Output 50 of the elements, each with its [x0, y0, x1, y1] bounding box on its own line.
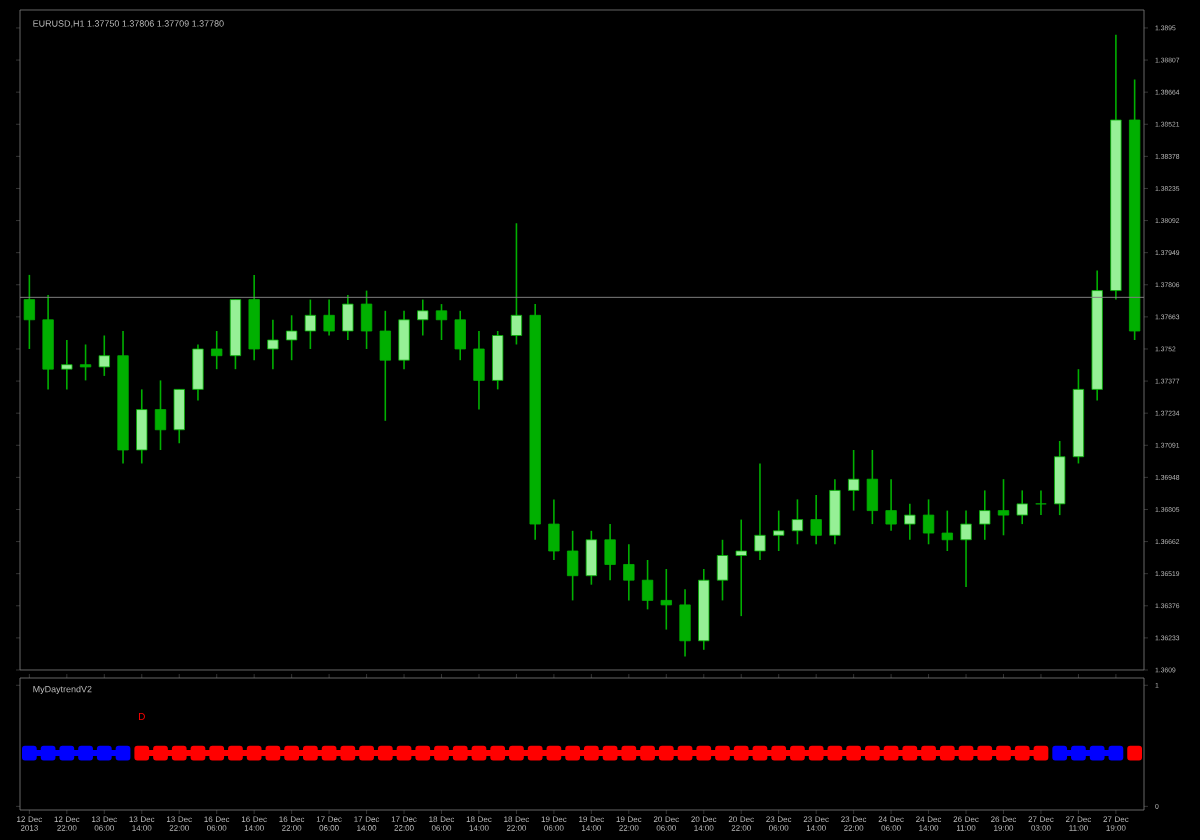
candlestick: [885, 478, 897, 532]
candlestick: [492, 330, 504, 391]
candlestick: [754, 462, 766, 561]
candlestick: [398, 310, 410, 370]
candlestick: [904, 503, 916, 541]
candlestick: [510, 222, 523, 346]
candlestick: [791, 498, 804, 546]
candlestick: [735, 518, 747, 617]
candlestick: [323, 298, 335, 337]
candlestick: [267, 318, 279, 370]
candlestick: [922, 498, 935, 546]
candlestick: [379, 310, 391, 422]
candlestick: [285, 314, 298, 361]
candlestick: [211, 330, 223, 370]
candlestick: [679, 588, 691, 658]
candlestick: [623, 543, 635, 602]
candlestick: [566, 530, 579, 602]
candlestick: [941, 509, 953, 552]
candlestick: [79, 343, 92, 382]
candlestick: [1016, 489, 1028, 525]
candlestick: [997, 478, 1010, 537]
candlestick: [304, 298, 317, 350]
candlestick: [23, 274, 36, 350]
candlestick: [641, 559, 654, 611]
candlestick: [604, 523, 616, 581]
candlestick: [773, 509, 785, 552]
candlestick: [810, 494, 822, 546]
candlestick: [360, 289, 373, 350]
candlestick: [960, 509, 972, 588]
candlestick: [173, 388, 185, 445]
candlestick: [866, 449, 879, 525]
candlestick: [473, 330, 485, 411]
candlestick: [1035, 489, 1047, 516]
candlestick: [136, 388, 148, 465]
candlestick: [98, 334, 110, 377]
candlestick: [585, 530, 598, 586]
candlestick: [847, 449, 860, 512]
candlestick: [716, 538, 729, 602]
candlestick: [154, 379, 167, 451]
candlestick: [342, 294, 354, 341]
candlestick: [417, 298, 429, 337]
candlestick: [61, 339, 73, 391]
candlestick: [548, 498, 560, 561]
candlestick: [192, 343, 204, 402]
candlestick: [979, 489, 991, 541]
candlestick: [660, 568, 672, 631]
candlestick: [829, 478, 841, 546]
candlestick: [454, 310, 466, 361]
candlestick: [435, 303, 448, 341]
candlestick: [1054, 440, 1066, 516]
